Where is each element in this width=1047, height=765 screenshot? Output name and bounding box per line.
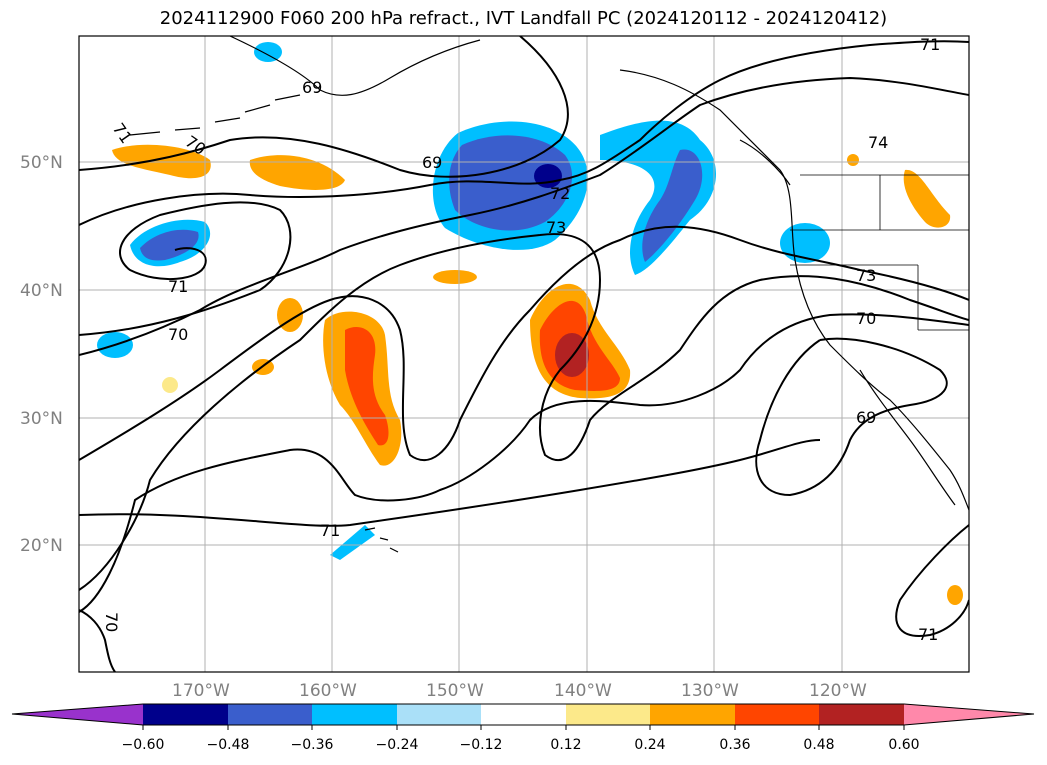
colorbar-bin xyxy=(481,704,566,725)
longitude-labels: 170°W 160°W 150°W 140°W 130°W 120°W xyxy=(172,681,867,700)
latitude-labels: 50°N 40°N 30°N 20°N xyxy=(20,153,63,556)
lat-tick-label: 50°N xyxy=(20,153,63,173)
lat-tick-label: 30°N xyxy=(20,409,63,429)
contour-label: 69 xyxy=(856,408,876,427)
positive-anomaly-region xyxy=(345,327,389,446)
colorbar-tick-label: 0.60 xyxy=(888,737,919,753)
contour-line xyxy=(755,337,948,497)
refractivity-contours xyxy=(79,36,969,672)
lon-tick-label: 120°W xyxy=(809,681,867,700)
lon-tick-label: 160°W xyxy=(299,681,357,700)
colorbar-bin xyxy=(312,704,397,725)
contour-line xyxy=(79,439,821,527)
contour-label: 70 xyxy=(168,325,188,344)
vancouver-island xyxy=(739,139,791,186)
colorbar-tick-labels: −0.60 −0.48 −0.36 −0.24 −0.12 0.12 0.24 … xyxy=(122,737,920,753)
colorbar-ticks xyxy=(142,725,905,730)
positive-anomaly-region xyxy=(947,585,963,605)
contour-label: 74 xyxy=(868,133,888,152)
colorbar-tick-label: 0.12 xyxy=(550,737,581,753)
contour-line xyxy=(895,524,969,637)
contour-line xyxy=(79,225,969,461)
map-plot: 71 69 70 71 72 73 69 70 71 74 73 70 69 7… xyxy=(20,35,970,700)
positive-anomaly-region xyxy=(249,155,345,190)
colorbar-bin xyxy=(228,704,312,725)
hawaii-islands xyxy=(364,527,399,553)
map-frame xyxy=(78,35,970,673)
negative-anomaly-region xyxy=(642,149,703,262)
colorbar-bin xyxy=(566,704,650,725)
contour-line xyxy=(79,40,969,226)
contour-label: 72 xyxy=(550,184,570,203)
negative-anomaly-region xyxy=(330,525,375,560)
colorbar-tick-label: −0.60 xyxy=(122,737,165,753)
map-title: 2024112900 F060 200 hPa refract., IVT La… xyxy=(159,8,888,29)
contour-label: 71 xyxy=(168,277,188,296)
lon-tick-label: 130°W xyxy=(681,681,739,700)
colorbar-tick-label: 0.36 xyxy=(719,737,750,753)
contour-label: 70 xyxy=(856,309,876,328)
colorbar-bin xyxy=(397,704,481,725)
contour-label: 71 xyxy=(918,625,938,644)
positive-anomaly-region xyxy=(433,270,477,284)
lat-tick-label: 20°N xyxy=(20,536,63,556)
filled-shading xyxy=(97,42,963,605)
contour-line xyxy=(79,609,116,672)
contour-label: 71 xyxy=(320,521,340,540)
colorbar-tick-label: −0.36 xyxy=(291,737,334,753)
contour-label: 69 xyxy=(302,78,322,97)
colorbar-extend-min xyxy=(12,704,143,725)
colorbar-tick-label: −0.48 xyxy=(207,737,250,753)
colorbar-extend-max xyxy=(904,704,1034,725)
colorbar-swatches xyxy=(12,704,1034,725)
colorbar-tick-label: 0.48 xyxy=(803,737,834,753)
lon-tick-label: 170°W xyxy=(172,681,230,700)
colorbar-tick-label: −0.12 xyxy=(460,737,503,753)
contour-line xyxy=(79,233,969,591)
lon-tick-label: 140°W xyxy=(554,681,612,700)
political-borders xyxy=(790,174,969,331)
positive-anomaly-region xyxy=(162,377,178,393)
lat-tick-label: 40°N xyxy=(20,281,63,301)
colorbar-outline xyxy=(11,703,1035,726)
contour-line xyxy=(79,313,969,613)
alaska-coast xyxy=(229,36,481,96)
colorbar-tick-label: −0.24 xyxy=(376,737,419,753)
negative-anomaly-region xyxy=(140,229,199,261)
positive-anomaly-region xyxy=(847,154,859,166)
colorbar-bin xyxy=(819,704,904,725)
contour-label: 73 xyxy=(856,266,876,285)
contour-line xyxy=(79,36,569,178)
contour-line xyxy=(79,201,292,336)
contour-label: 70 xyxy=(102,612,121,632)
colorbar-tick-label: 0.24 xyxy=(634,737,665,753)
colorbar-bin xyxy=(650,704,735,725)
positive-anomaly-region xyxy=(903,169,951,228)
negative-anomaly-region xyxy=(254,42,282,62)
contour-label: 71 xyxy=(920,35,940,54)
coastlines xyxy=(129,36,969,553)
contour-label: 73 xyxy=(546,218,566,237)
baja-coast xyxy=(859,369,956,506)
contour-label: 69 xyxy=(422,153,442,172)
pacific-northwest-coast xyxy=(619,69,969,511)
lon-tick-label: 150°W xyxy=(426,681,484,700)
aleutian-islands xyxy=(129,94,301,136)
contour-line xyxy=(79,76,969,356)
colorbar-bin xyxy=(143,704,228,725)
colorbar-bin xyxy=(735,704,819,725)
